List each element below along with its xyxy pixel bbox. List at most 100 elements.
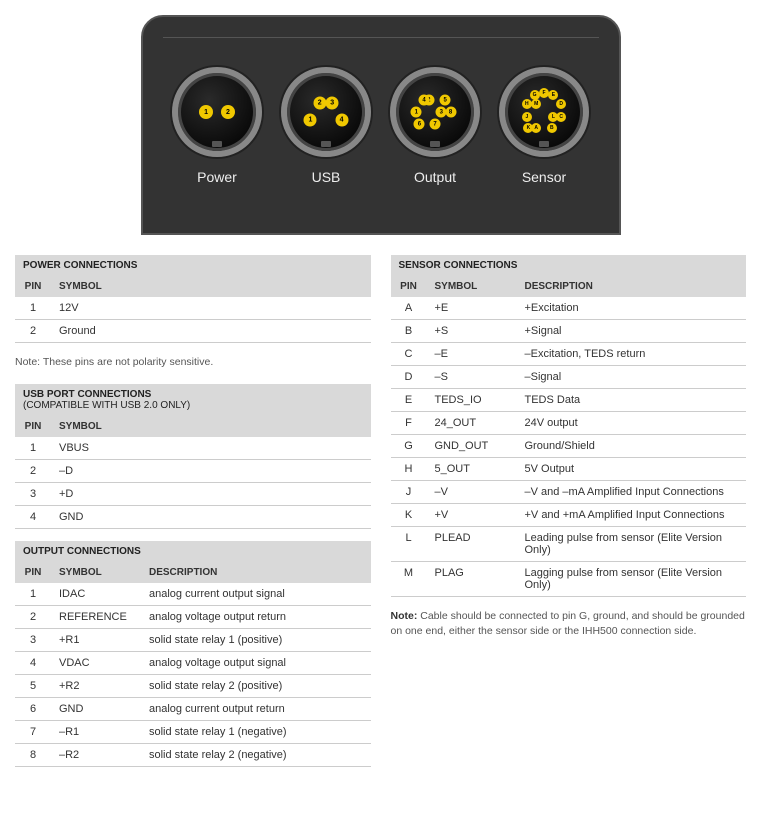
cell-symbol: +E	[427, 297, 517, 320]
cell-symbol: +R2	[51, 674, 141, 697]
cell-symbol: –D	[51, 459, 371, 482]
cell-pin: 2	[15, 320, 51, 343]
pin-1: 1	[199, 105, 213, 119]
cell-desc: analog voltage output return	[141, 605, 371, 628]
connector-ring: ABCDEFGHJKLM	[499, 67, 589, 157]
pin-8: 8	[445, 107, 456, 118]
table-row: MPLAGLagging pulse from sensor (Elite Ve…	[391, 562, 747, 597]
sensor-note-bold: Note:	[391, 610, 418, 622]
cell-desc: 5V Output	[517, 458, 747, 481]
cell-desc: +V and +mA Amplified Input Connections	[517, 504, 747, 527]
cell-pin: 1	[15, 297, 51, 320]
table-row: 3+D	[15, 482, 371, 505]
cell-desc: Leading pulse from sensor (Elite Version…	[517, 527, 747, 562]
cell-pin: K	[391, 504, 427, 527]
cell-symbol: 5_OUT	[427, 458, 517, 481]
cell-desc: –Signal	[517, 366, 747, 389]
left-column: POWER CONNECTIONS PIN SYMBOL 112V2Ground…	[15, 255, 371, 779]
cell-symbol: GND	[51, 505, 371, 528]
cell-desc: –Excitation, TEDS return	[517, 343, 747, 366]
table-row: A+E+Excitation	[391, 297, 747, 320]
col-pin: PIN	[391, 276, 427, 297]
table-row: LPLEADLeading pulse from sensor (Elite V…	[391, 527, 747, 562]
output-table: OUTPUT CONNECTIONS PIN SYMBOL DESCRIPTIO…	[15, 541, 371, 767]
table-row: 2Ground	[15, 320, 371, 343]
col-symbol: SYMBOL	[51, 562, 141, 583]
cell-desc: solid state relay 2 (positive)	[141, 674, 371, 697]
cell-symbol: +V	[427, 504, 517, 527]
table-row: 2REFERENCEanalog voltage output return	[15, 605, 371, 628]
right-column: SENSOR CONNECTIONS PIN SYMBOL DESCRIPTIO…	[391, 255, 747, 779]
sensor-note-text: Cable should be connected to pin G, grou…	[391, 610, 745, 637]
cell-pin: B	[391, 320, 427, 343]
cell-pin: 1	[15, 437, 51, 460]
cell-symbol: PLAG	[427, 562, 517, 597]
cell-symbol: GND_OUT	[427, 435, 517, 458]
connector-ring: 12	[172, 67, 262, 157]
cell-symbol: +D	[51, 482, 371, 505]
cell-desc: Lagging pulse from sensor (Elite Version…	[517, 562, 747, 597]
cell-symbol: VDAC	[51, 651, 141, 674]
connector-label: Output	[414, 169, 456, 185]
connector-notch	[539, 141, 549, 147]
table-row: 6GNDanalog current output return	[15, 697, 371, 720]
cell-desc: solid state relay 1 (positive)	[141, 628, 371, 651]
col-symbol: SYMBOL	[51, 416, 371, 437]
cell-pin: H	[391, 458, 427, 481]
connector-label: Sensor	[522, 169, 566, 185]
device-top-line	[163, 37, 599, 38]
cell-symbol: PLEAD	[427, 527, 517, 562]
pin-E: E	[548, 90, 558, 100]
connector-sensor: ABCDEFGHJKLM Sensor	[499, 67, 589, 185]
cell-desc: –V and –mA Amplified Input Connections	[517, 481, 747, 504]
cell-symbol: –E	[427, 343, 517, 366]
cell-symbol: IDAC	[51, 583, 141, 606]
cell-pin: C	[391, 343, 427, 366]
usb-table: USB PORT CONNECTIONS (COMPATIBLE WITH US…	[15, 384, 371, 529]
table-row: C–E–Excitation, TEDS return	[391, 343, 747, 366]
usb-subtitle: (COMPATIBLE WITH USB 2.0 ONLY)	[23, 400, 190, 411]
tables-columns: POWER CONNECTIONS PIN SYMBOL 112V2Ground…	[15, 255, 746, 779]
col-pin: PIN	[15, 562, 51, 583]
table-row: 7–R1solid state relay 1 (negative)	[15, 720, 371, 743]
cell-pin: 8	[15, 743, 51, 766]
col-symbol: SYMBOL	[427, 276, 517, 297]
pin-5: 5	[440, 95, 451, 106]
pin-1: 1	[411, 107, 422, 118]
table-row: J–V–V and –mA Amplified Input Connection…	[391, 481, 747, 504]
cell-pin: 4	[15, 505, 51, 528]
pin-M: M	[531, 99, 541, 109]
sensor-table: SENSOR CONNECTIONS PIN SYMBOL DESCRIPTIO…	[391, 255, 747, 597]
connector-usb: 1234USB	[281, 67, 371, 185]
table-row: 1VBUS	[15, 437, 371, 460]
pin-1: 1	[304, 113, 317, 126]
pin-J: J	[522, 112, 532, 122]
pin-L: L	[548, 112, 558, 122]
power-table: POWER CONNECTIONS PIN SYMBOL 112V2Ground	[15, 255, 371, 343]
table-row: 4GND	[15, 505, 371, 528]
sensor-note: Note: Cable should be connected to pin G…	[391, 609, 747, 638]
cell-pin: G	[391, 435, 427, 458]
table-row: 8–R2solid state relay 2 (negative)	[15, 743, 371, 766]
cell-symbol: VBUS	[51, 437, 371, 460]
connector-notch	[212, 141, 222, 147]
cell-pin: 4	[15, 651, 51, 674]
cell-pin: M	[391, 562, 427, 597]
table-row: 112V	[15, 297, 371, 320]
table-row: K+V+V and +mA Amplified Input Connection…	[391, 504, 747, 527]
cell-symbol: –S	[427, 366, 517, 389]
col-pin: PIN	[15, 276, 51, 297]
pin-4: 4	[335, 113, 348, 126]
connector-label: USB	[312, 169, 341, 185]
cell-symbol: –R2	[51, 743, 141, 766]
cell-pin: J	[391, 481, 427, 504]
pin-4: 4	[419, 95, 430, 106]
cell-desc: analog voltage output signal	[141, 651, 371, 674]
cell-desc: analog current output return	[141, 697, 371, 720]
pin-2: 2	[221, 105, 235, 119]
connector-notch	[321, 141, 331, 147]
output-title: OUTPUT CONNECTIONS	[15, 541, 371, 562]
cell-symbol: TEDS_IO	[427, 389, 517, 412]
pin-B: B	[547, 123, 557, 133]
cell-desc: 24V output	[517, 412, 747, 435]
